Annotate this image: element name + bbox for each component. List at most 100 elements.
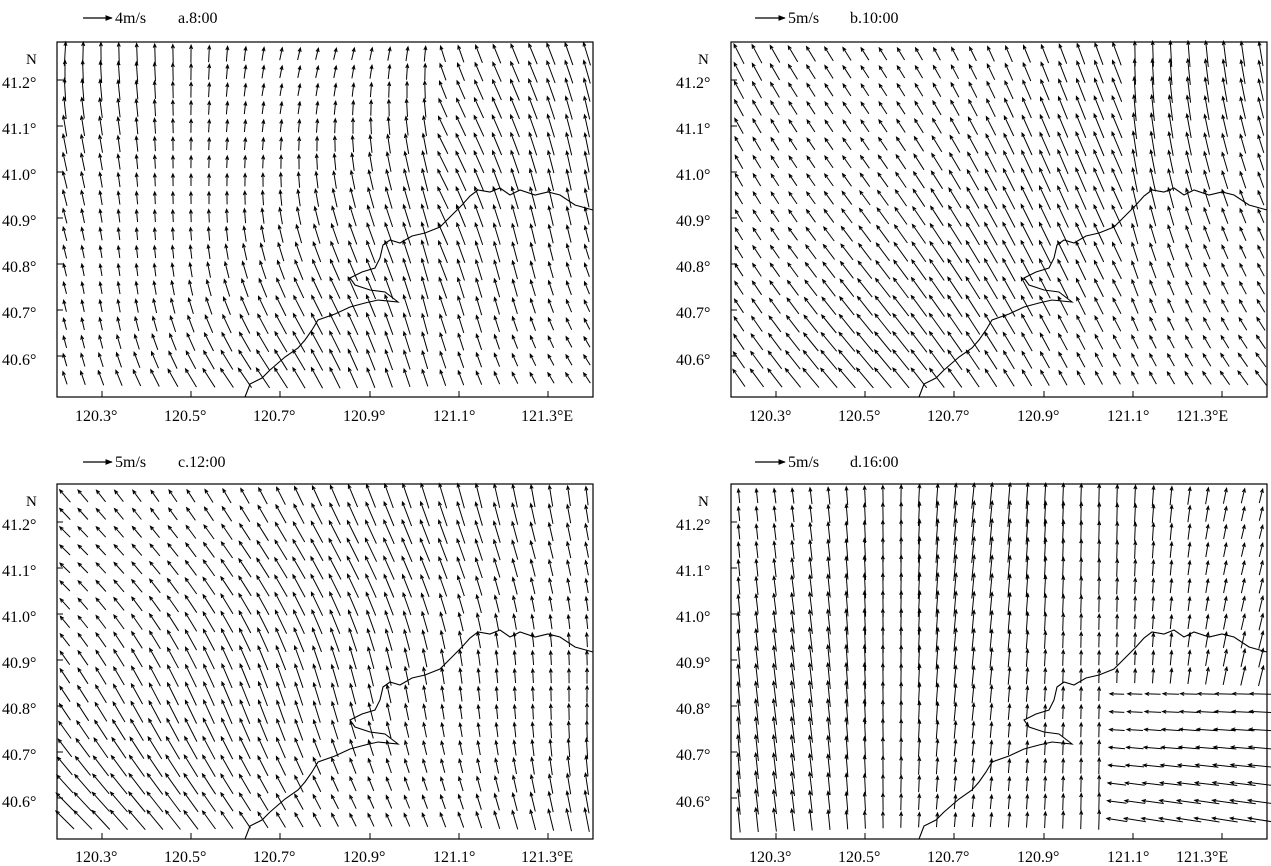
wind-vector xyxy=(348,204,357,227)
wind-vector xyxy=(751,80,762,99)
wind-vector xyxy=(895,136,906,152)
wind-vector xyxy=(877,154,889,169)
wind-vector xyxy=(439,44,446,63)
wind-vector xyxy=(1247,763,1271,768)
wind-vector xyxy=(768,315,782,333)
wind-vector xyxy=(238,754,251,777)
wind-vector xyxy=(839,260,854,279)
wind-vector xyxy=(1160,745,1181,750)
wind-vector xyxy=(170,190,175,205)
x-tick-label: 121.3°E xyxy=(521,408,573,425)
wind-vector xyxy=(892,294,910,317)
wind-vector xyxy=(826,716,831,743)
wind-vector xyxy=(583,168,590,190)
wind-vector xyxy=(1043,574,1048,597)
wind-vector xyxy=(1057,113,1069,138)
wind-vector xyxy=(1203,169,1211,190)
wind-vector xyxy=(1061,775,1066,792)
wind-vector xyxy=(1133,595,1138,612)
wind-vector xyxy=(243,154,248,169)
wind-vector xyxy=(1258,594,1265,612)
ref-vector-label: 5m/s xyxy=(788,454,819,471)
wind-vector xyxy=(492,61,502,82)
wind-vector xyxy=(476,649,481,666)
wind-vector xyxy=(1202,352,1212,367)
wind-vector xyxy=(221,523,233,540)
wind-vector xyxy=(928,367,945,388)
wind-vector xyxy=(842,119,852,133)
wind-vector xyxy=(566,685,571,702)
wind-vector xyxy=(364,555,377,580)
wind-vector xyxy=(1061,574,1066,597)
wind-vector xyxy=(894,206,908,225)
wind-vector xyxy=(935,700,940,722)
wind-vector xyxy=(493,482,501,508)
wind-vector xyxy=(279,82,284,96)
wind-vector xyxy=(206,208,211,223)
wind-vector xyxy=(225,45,230,62)
wind-vector xyxy=(62,77,67,102)
wind-vector xyxy=(347,311,359,336)
wind-vector xyxy=(437,115,448,136)
wind-vector xyxy=(1258,577,1264,594)
wind-vector xyxy=(315,64,320,79)
wind-vector xyxy=(98,171,103,188)
wind-vector xyxy=(367,738,374,756)
wind-vector xyxy=(858,207,871,224)
wind-vector xyxy=(969,45,977,62)
wind-vector xyxy=(1021,131,1033,156)
wind-vector xyxy=(203,523,215,540)
wind-vector xyxy=(256,330,270,353)
wind-vector xyxy=(1115,631,1120,648)
wind-vector xyxy=(1061,537,1066,562)
wind-vector xyxy=(98,208,103,223)
wind-vector xyxy=(166,646,179,669)
wind-vector xyxy=(1076,351,1086,368)
wind-vector xyxy=(566,755,571,776)
wind-vector xyxy=(583,806,590,832)
wind-vector xyxy=(989,609,994,634)
wind-vector xyxy=(186,488,196,503)
wind-vector xyxy=(770,226,780,241)
wind-vector xyxy=(751,43,763,64)
wind-vector xyxy=(243,64,248,79)
wind-vector xyxy=(1038,239,1052,264)
wind-vector xyxy=(1257,59,1264,84)
wind-vector xyxy=(1258,487,1264,504)
wind-vector xyxy=(421,610,429,633)
wind-vector xyxy=(1076,370,1086,386)
wind-vector xyxy=(806,64,816,80)
wind-vector xyxy=(1175,816,1202,823)
wind-vector xyxy=(1187,523,1192,540)
wind-vector xyxy=(420,239,429,264)
wind-vector xyxy=(914,100,924,115)
wind-vector xyxy=(1149,241,1157,261)
wind-vector xyxy=(222,296,231,315)
wind-vector xyxy=(1079,685,1084,702)
wind-vector xyxy=(826,643,831,671)
wind-vector xyxy=(1111,112,1123,139)
wind-vector xyxy=(347,348,359,371)
wind-vector xyxy=(529,502,536,525)
wind-vector xyxy=(243,136,248,151)
wind-vector xyxy=(149,664,161,687)
wind-vector xyxy=(1002,185,1016,210)
wind-vector xyxy=(917,792,922,810)
wind-vector xyxy=(510,95,520,120)
wind-vector xyxy=(985,133,997,155)
wind-vector xyxy=(405,45,410,62)
wind-vector xyxy=(1125,727,1144,732)
wind-vector xyxy=(873,331,892,353)
wind-vector xyxy=(473,132,485,155)
wind-vector xyxy=(529,558,536,577)
wind-vector xyxy=(511,557,518,578)
wind-vector xyxy=(826,486,831,505)
wind-vector xyxy=(1097,756,1102,775)
wind-vector xyxy=(332,135,337,152)
wind-vector xyxy=(1131,352,1139,367)
wind-vector xyxy=(844,790,849,812)
wind-vector xyxy=(1223,505,1228,522)
wind-vector xyxy=(350,151,355,171)
wind-vector xyxy=(1237,352,1249,367)
wind-vector xyxy=(455,132,467,155)
